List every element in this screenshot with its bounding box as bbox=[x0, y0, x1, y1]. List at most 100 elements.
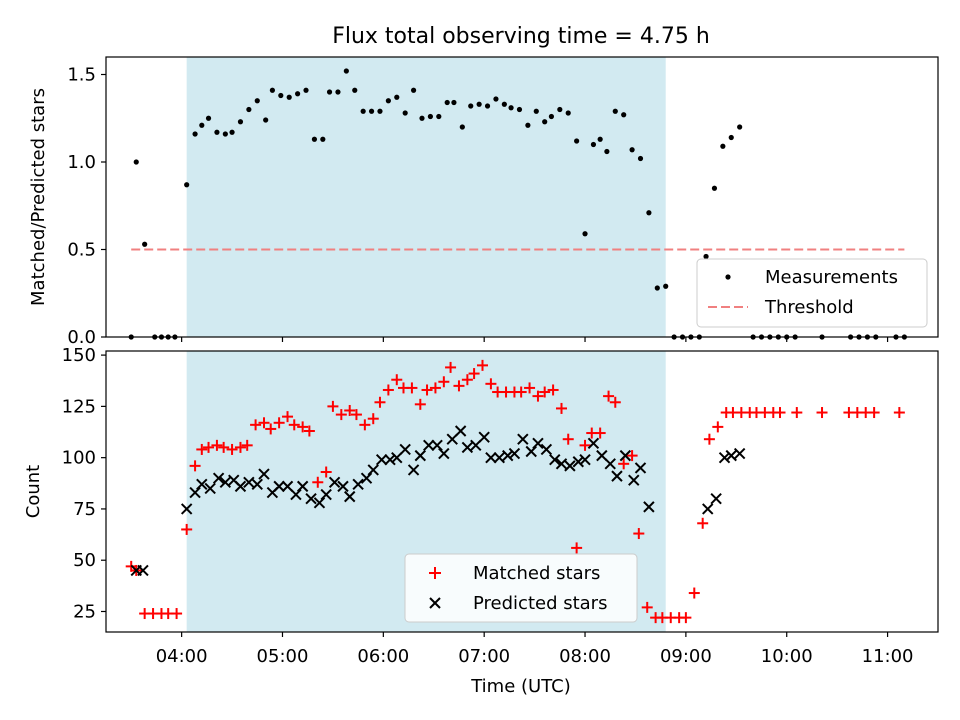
matched-point bbox=[626, 450, 638, 462]
predicted-point bbox=[643, 501, 655, 513]
matched-point bbox=[712, 421, 724, 433]
measurement-point bbox=[427, 113, 433, 120]
predicted-point bbox=[273, 480, 285, 493]
measurement-point bbox=[525, 122, 531, 128]
predicted-point bbox=[485, 451, 497, 464]
measurement-point bbox=[493, 96, 499, 102]
measurement-point bbox=[629, 147, 635, 153]
measurement-point bbox=[326, 89, 333, 95]
y-tick-label: 0.0 bbox=[67, 327, 96, 348]
measurement-point bbox=[565, 110, 571, 116]
predicted-point bbox=[611, 470, 623, 482]
measurement-point bbox=[444, 99, 450, 106]
measurement-point bbox=[184, 182, 190, 188]
measurement-point bbox=[646, 210, 652, 216]
y-tick-label: 75 bbox=[73, 499, 96, 520]
matched-point bbox=[774, 407, 786, 419]
predicted-point bbox=[725, 449, 737, 462]
matched-point bbox=[421, 384, 433, 396]
predicted-point bbox=[438, 447, 450, 460]
predicted-point bbox=[352, 478, 364, 491]
matched-point bbox=[539, 386, 551, 398]
matched-point bbox=[320, 466, 332, 478]
predicted-point bbox=[549, 454, 561, 466]
measurement-point bbox=[320, 136, 326, 142]
predicted-point bbox=[517, 433, 529, 445]
measurement-point bbox=[335, 89, 341, 95]
matched-point bbox=[181, 523, 193, 535]
x-tick-label: 06:00 bbox=[357, 646, 409, 667]
predicted-point bbox=[564, 460, 576, 472]
y-tick-label: 1.0 bbox=[67, 152, 96, 173]
matched-point bbox=[218, 441, 230, 453]
matched-point bbox=[203, 441, 215, 453]
matched-point bbox=[445, 361, 457, 373]
count-panel: 25 50 75 100 125 150 04:00 05:00 06:00 07:00 08:00… bbox=[23, 345, 939, 697]
matched-point bbox=[367, 413, 379, 425]
measurement-point bbox=[343, 68, 349, 74]
measurement-point bbox=[720, 143, 726, 149]
predicted-point bbox=[189, 486, 201, 499]
y-tick-label: 125 bbox=[62, 396, 96, 417]
measurement-point bbox=[501, 101, 507, 107]
predicted-point bbox=[290, 488, 302, 501]
chart-title: Flux total observing time = 4.75 h bbox=[332, 24, 710, 49]
measurement-point bbox=[402, 110, 408, 116]
measurement-point bbox=[484, 103, 491, 109]
legend-box bbox=[404, 553, 638, 623]
predicted-point bbox=[454, 425, 467, 437]
measurement-point bbox=[654, 285, 660, 291]
measurement-point bbox=[604, 148, 610, 155]
measurement-point bbox=[663, 283, 669, 289]
predicted-point bbox=[423, 439, 435, 452]
matched-point bbox=[312, 476, 324, 488]
measurement-point bbox=[637, 155, 644, 162]
matched-point bbox=[571, 542, 583, 554]
predicted-point bbox=[634, 462, 647, 474]
matched-point bbox=[265, 423, 277, 435]
predicted-point bbox=[219, 476, 232, 488]
measurement-point bbox=[459, 124, 465, 130]
matched-point bbox=[609, 396, 621, 408]
matched-point bbox=[241, 439, 253, 451]
matched-point bbox=[893, 407, 905, 419]
y-tick-label: 150 bbox=[62, 345, 96, 366]
predicted-point bbox=[328, 476, 341, 488]
matched-point bbox=[359, 419, 371, 431]
matched-point bbox=[524, 382, 536, 394]
predicted-point bbox=[619, 449, 632, 462]
y-tick-label: 1.5 bbox=[67, 65, 96, 86]
measurement-point bbox=[410, 87, 417, 93]
measurement-point bbox=[436, 113, 442, 120]
matched-point bbox=[477, 359, 489, 371]
matched-point bbox=[603, 390, 615, 402]
predicted-point bbox=[337, 480, 349, 493]
measurement-point bbox=[533, 108, 539, 114]
measurement-point bbox=[737, 124, 743, 130]
matched-point bbox=[703, 433, 715, 445]
measurement-point bbox=[237, 119, 244, 125]
predicted-point bbox=[540, 443, 553, 456]
predicted-point bbox=[579, 454, 591, 466]
predicted-point bbox=[702, 503, 714, 515]
measurement-point bbox=[728, 134, 734, 141]
predicted-point bbox=[572, 456, 585, 468]
predicted-point bbox=[478, 431, 490, 443]
matched-point bbox=[171, 608, 183, 620]
matched-point bbox=[618, 458, 630, 470]
x-tick-label: 08:00 bbox=[559, 646, 611, 667]
matched-point bbox=[406, 382, 418, 394]
predicted-point bbox=[251, 478, 263, 491]
count-plot-frame bbox=[105, 350, 939, 633]
x-tick-label: 09:00 bbox=[660, 646, 712, 667]
measurement-point bbox=[419, 115, 425, 121]
matched-point bbox=[562, 433, 574, 445]
measurement-point bbox=[352, 87, 358, 93]
matched-point bbox=[258, 417, 270, 429]
measurement-point bbox=[597, 136, 603, 142]
measurement-point bbox=[582, 231, 588, 237]
measurement-point bbox=[192, 131, 198, 137]
matched-point bbox=[485, 378, 497, 390]
matched-point bbox=[335, 409, 347, 421]
x-tick-label: 04:00 bbox=[156, 646, 208, 667]
